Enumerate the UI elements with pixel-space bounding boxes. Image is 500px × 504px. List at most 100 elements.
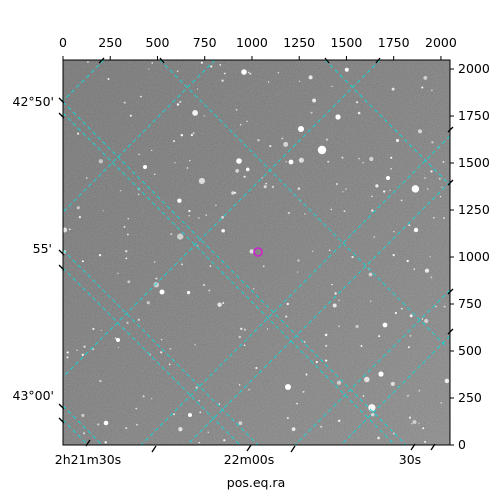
bright-star xyxy=(382,322,388,328)
top-tick-label: 0 xyxy=(59,35,67,50)
star xyxy=(125,427,128,430)
star xyxy=(97,423,100,426)
star xyxy=(369,156,374,162)
star xyxy=(238,335,241,339)
star xyxy=(324,333,328,337)
star xyxy=(194,344,196,346)
star xyxy=(68,228,71,231)
star xyxy=(435,305,437,308)
star xyxy=(129,114,132,117)
star xyxy=(215,204,217,207)
star xyxy=(424,440,427,443)
star xyxy=(444,378,450,384)
star xyxy=(302,390,305,393)
star xyxy=(390,156,393,159)
star xyxy=(188,209,191,213)
bright-star xyxy=(236,158,242,164)
right-tick-label: 750 xyxy=(458,296,482,311)
star xyxy=(424,318,429,324)
plot-frame xyxy=(62,59,451,446)
star xyxy=(192,132,195,135)
star xyxy=(393,230,395,233)
star xyxy=(439,195,442,198)
star xyxy=(198,177,205,184)
star xyxy=(263,185,267,189)
star xyxy=(218,403,221,405)
star xyxy=(148,68,150,70)
star xyxy=(77,132,80,135)
star xyxy=(104,441,107,444)
star xyxy=(221,228,225,233)
star xyxy=(424,268,430,273)
star xyxy=(389,189,391,192)
star xyxy=(338,299,340,302)
star xyxy=(364,376,370,383)
star xyxy=(413,268,416,270)
star xyxy=(179,100,182,104)
star xyxy=(430,170,433,173)
top-tick-label: 1250 xyxy=(283,35,315,50)
star xyxy=(351,256,354,259)
star xyxy=(418,389,421,392)
star xyxy=(424,177,427,179)
star xyxy=(192,110,199,116)
grid-line xyxy=(63,60,105,102)
star xyxy=(390,167,392,170)
star xyxy=(98,159,103,164)
target-marker xyxy=(253,247,263,257)
star xyxy=(341,156,344,159)
star xyxy=(297,259,300,262)
star xyxy=(315,361,318,364)
grid-line xyxy=(63,112,396,445)
star xyxy=(127,280,131,284)
star xyxy=(297,271,299,273)
star xyxy=(235,169,240,173)
grid-line xyxy=(340,335,450,445)
star xyxy=(160,351,163,354)
edge-grid-ticks xyxy=(98,57,454,335)
star xyxy=(169,347,172,350)
star xyxy=(355,324,359,329)
star xyxy=(304,213,306,215)
star xyxy=(127,217,129,220)
star xyxy=(66,351,69,354)
right-tick-label: 0 xyxy=(458,437,466,452)
star xyxy=(336,380,342,385)
star xyxy=(222,302,225,304)
star xyxy=(155,277,158,280)
star xyxy=(208,289,211,292)
star xyxy=(146,301,150,305)
star xyxy=(81,413,85,417)
star xyxy=(421,86,424,89)
star xyxy=(308,75,313,80)
star xyxy=(371,195,373,198)
star xyxy=(281,137,284,140)
star xyxy=(180,263,183,266)
star xyxy=(343,210,346,213)
star xyxy=(271,185,275,189)
star xyxy=(245,167,250,172)
bright-star xyxy=(317,145,327,155)
grid-line xyxy=(324,60,450,186)
star xyxy=(394,311,397,315)
star xyxy=(325,344,328,347)
star xyxy=(269,145,272,148)
star xyxy=(283,141,289,147)
star xyxy=(400,307,403,310)
bright-star xyxy=(298,126,304,132)
bright-star xyxy=(159,289,165,295)
star xyxy=(223,439,226,442)
star xyxy=(335,183,338,185)
star xyxy=(190,134,193,137)
star xyxy=(370,412,375,417)
star xyxy=(247,71,250,74)
star xyxy=(411,423,413,425)
star xyxy=(205,214,207,216)
right-tick-label: 2000 xyxy=(458,61,490,76)
bright-star xyxy=(188,413,192,417)
top-tick-label: 1000 xyxy=(236,35,268,50)
star xyxy=(197,245,199,247)
star xyxy=(119,189,122,192)
star xyxy=(344,67,349,72)
grid-line xyxy=(63,419,89,445)
